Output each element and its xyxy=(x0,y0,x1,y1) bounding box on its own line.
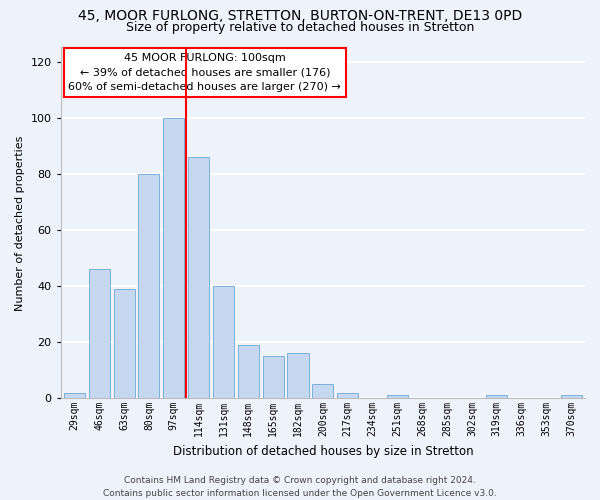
X-axis label: Distribution of detached houses by size in Stretton: Distribution of detached houses by size … xyxy=(173,444,473,458)
Text: Contains HM Land Registry data © Crown copyright and database right 2024.
Contai: Contains HM Land Registry data © Crown c… xyxy=(103,476,497,498)
Text: 45, MOOR FURLONG, STRETTON, BURTON-ON-TRENT, DE13 0PD: 45, MOOR FURLONG, STRETTON, BURTON-ON-TR… xyxy=(78,9,522,23)
Bar xyxy=(188,157,209,398)
Bar xyxy=(486,396,508,398)
Bar xyxy=(139,174,160,398)
Text: 45 MOOR FURLONG: 100sqm
← 39% of detached houses are smaller (176)
60% of semi-d: 45 MOOR FURLONG: 100sqm ← 39% of detache… xyxy=(68,53,341,92)
Text: Size of property relative to detached houses in Stretton: Size of property relative to detached ho… xyxy=(126,21,474,34)
Bar xyxy=(287,354,308,398)
Bar xyxy=(561,396,582,398)
Bar xyxy=(337,392,358,398)
Bar xyxy=(64,392,85,398)
Bar xyxy=(163,118,184,398)
Bar xyxy=(238,345,259,398)
Bar xyxy=(312,384,334,398)
Bar xyxy=(387,396,408,398)
Bar xyxy=(263,356,284,398)
Bar xyxy=(113,288,134,398)
Bar xyxy=(89,269,110,398)
Y-axis label: Number of detached properties: Number of detached properties xyxy=(15,135,25,310)
Bar xyxy=(213,286,234,398)
